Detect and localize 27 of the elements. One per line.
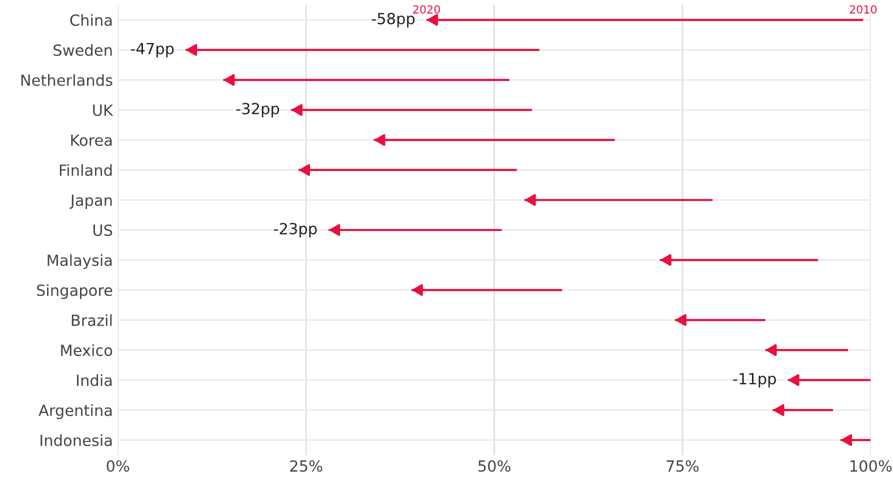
y-tick-label: Brazil	[72, 314, 112, 326]
y-tick-label: Netherlands	[21, 74, 112, 86]
x-tick-label: 75%	[666, 460, 699, 472]
y-tick-label: Japan	[70, 194, 112, 209]
y-tick-label: Korea	[71, 134, 112, 146]
data-label: -11pp	[733, 373, 776, 388]
x-tick-label: 100%	[850, 460, 892, 472]
x-tick-label: 25%	[290, 460, 322, 472]
data-label: -47pp	[130, 43, 174, 58]
annotation: 2020	[413, 5, 440, 14]
x-tick-label: 0%	[106, 460, 130, 472]
data-label: -23pp	[274, 222, 317, 238]
y-tick-label: Singapore	[36, 284, 112, 300]
y-tick-label: China	[70, 14, 112, 26]
y-tick-label: Finland	[60, 164, 112, 176]
y-tick-label: US	[93, 224, 112, 236]
y-tick-label: Sweden	[54, 44, 112, 56]
x-tick-label: 50%	[478, 460, 510, 472]
y-tick-label: India	[77, 374, 112, 386]
annotation: 2010	[850, 5, 877, 14]
y-tick-label: Indonesia	[40, 434, 112, 446]
data-label: -58pp	[372, 12, 415, 28]
y-tick-label: Malaysia	[48, 254, 112, 270]
y-tick-label: Argentina	[38, 404, 112, 420]
data-label: -32pp	[236, 102, 280, 118]
y-tick-label: Mexico	[61, 344, 112, 356]
y-tick-label: UK	[93, 104, 114, 116]
